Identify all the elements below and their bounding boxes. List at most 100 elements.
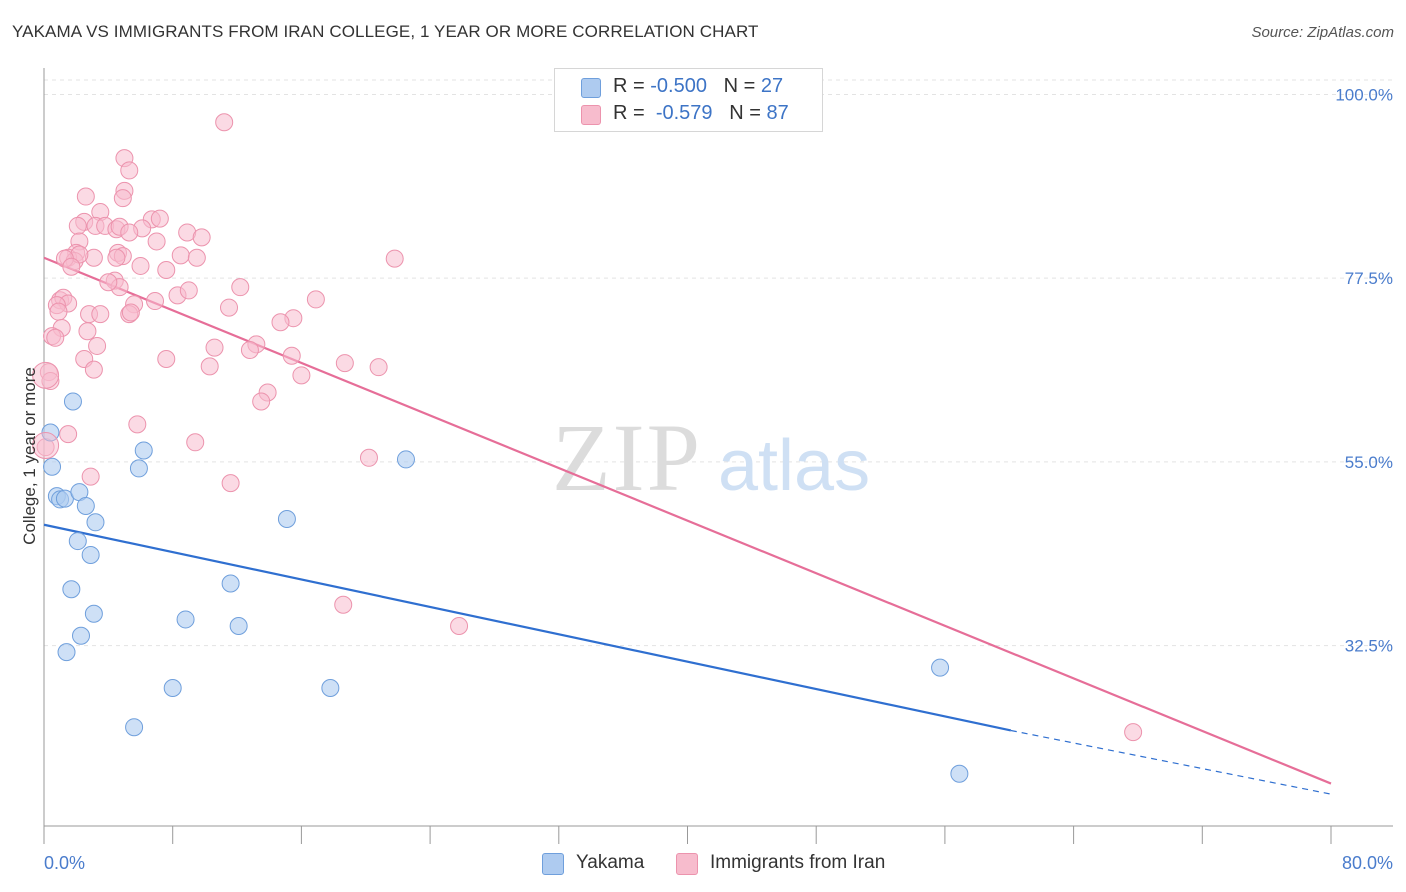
correlation-legend: R = -0.500 N = 27 R = -0.579 N = 87 [554,68,823,132]
data-point-iran [113,189,132,208]
data-point-iran [157,350,176,369]
legend-swatch-yakama [581,78,601,98]
data-point-iran [282,346,301,365]
legend-n-label: N = [723,75,761,97]
data-point-yakama [125,718,144,737]
data-point-iran [450,616,469,635]
data-point-iran [334,595,353,614]
y-tick-label: 32.5% [1345,637,1393,656]
data-point-iran [240,341,259,360]
data-point-iran-large [32,361,60,389]
data-point-iran [359,448,378,467]
data-point-yakama [229,616,248,635]
legend-n-label: N = [729,102,767,124]
trend-lines [43,256,1332,795]
trend-line-iran [43,256,1332,785]
bottom-legend-label-yakama: Yakama [576,852,645,873]
data-point-yakama [84,604,103,623]
gridlines [44,79,1393,647]
data-point-iran [179,281,198,300]
data-point-iran [1124,723,1143,742]
data-point-iran [99,273,118,292]
tick-labels: 100.0% 77.5% 55.0% 32.5% 0.0% 80.0% [44,85,1393,873]
y-axis-label: College, 1 year or more [20,367,39,545]
data-point-iran [147,232,166,251]
x-tick-label-min: 0.0% [44,853,85,873]
data-point-iran [120,223,139,242]
data-point-yakama [63,392,82,411]
data-points [32,113,1143,783]
watermark-atlas: atlas [718,426,870,506]
trend-line-yakama [43,523,1012,732]
source-label: Source: ZipAtlas.com [1251,24,1394,41]
data-point-iran [128,415,147,434]
data-point-iran [187,248,206,267]
data-point-iran [62,257,81,276]
chart-title: YAKAMA VS IMMIGRANTS FROM IRAN COLLEGE, … [12,22,759,41]
data-point-yakama [62,580,81,599]
data-point-yakama [163,679,182,698]
data-point-yakama [76,496,95,515]
data-point-yakama [321,679,340,698]
data-point-iran [146,292,165,311]
data-point-iran [205,338,224,357]
data-point-iran [107,248,126,267]
data-point-iran-large [32,432,60,460]
data-point-yakama [396,450,415,469]
data-point-iran [78,322,97,341]
legend-r-value: -0.500 [650,75,707,97]
data-point-iran [192,228,211,247]
data-point-yakama [176,610,195,629]
watermark-zip: ZIP [552,404,702,511]
data-point-yakama [931,658,950,677]
data-point-iran [335,354,354,373]
legend-r-label: R = [613,102,651,124]
data-point-yakama [57,643,76,662]
data-point-iran [252,392,271,411]
data-point-iran [88,336,107,355]
bottom-legend-swatch-yakama [542,853,564,875]
data-point-iran [46,328,65,347]
data-point-iran [84,360,103,379]
data-point-iran [369,358,388,377]
data-point-yakama [72,626,91,645]
data-point-iran [157,261,176,280]
legend-n-value: 27 [760,75,784,97]
data-point-yakama [86,513,105,532]
data-point-iran [271,313,290,332]
data-point-iran [292,366,311,385]
y-tick-label: 100.0% [1335,85,1393,104]
legend-r-value: -0.579 [655,102,713,124]
data-point-iran [120,161,139,180]
y-tick-label: 55.0% [1345,453,1393,472]
data-point-iran [150,209,169,228]
data-point-yakama [43,457,62,476]
data-point-iran [385,249,404,268]
bottom-legend-label-iran: Immigrants from Iran [710,852,886,873]
data-point-yakama [81,545,100,564]
watermark: ZIP atlas [552,404,870,511]
data-point-iran [59,425,78,444]
data-point-iran [221,474,240,493]
legend-swatch-iran [581,105,601,125]
legend-text-yakama: R = -0.500 N = 27 [613,75,783,98]
data-point-iran [215,113,234,132]
legend-r-label: R = [613,75,651,97]
data-point-iran [81,467,100,486]
data-point-iran [131,256,150,275]
data-point-iran [76,187,95,206]
data-point-yakama [277,510,296,529]
data-point-iran [231,278,250,297]
data-point-yakama [68,532,87,551]
data-point-iran [68,216,87,235]
data-point-iran [306,290,325,309]
data-point-yakama [134,441,153,460]
data-point-iran [220,298,239,317]
data-point-yakama [221,574,240,593]
data-point-iran [49,302,68,321]
trend-line-yakama-extension [1010,729,1332,795]
legend-text-iran: R = -0.579 N = 87 [613,102,789,125]
y-tick-label: 77.5% [1345,269,1393,288]
legend-n-value: 87 [766,102,789,124]
